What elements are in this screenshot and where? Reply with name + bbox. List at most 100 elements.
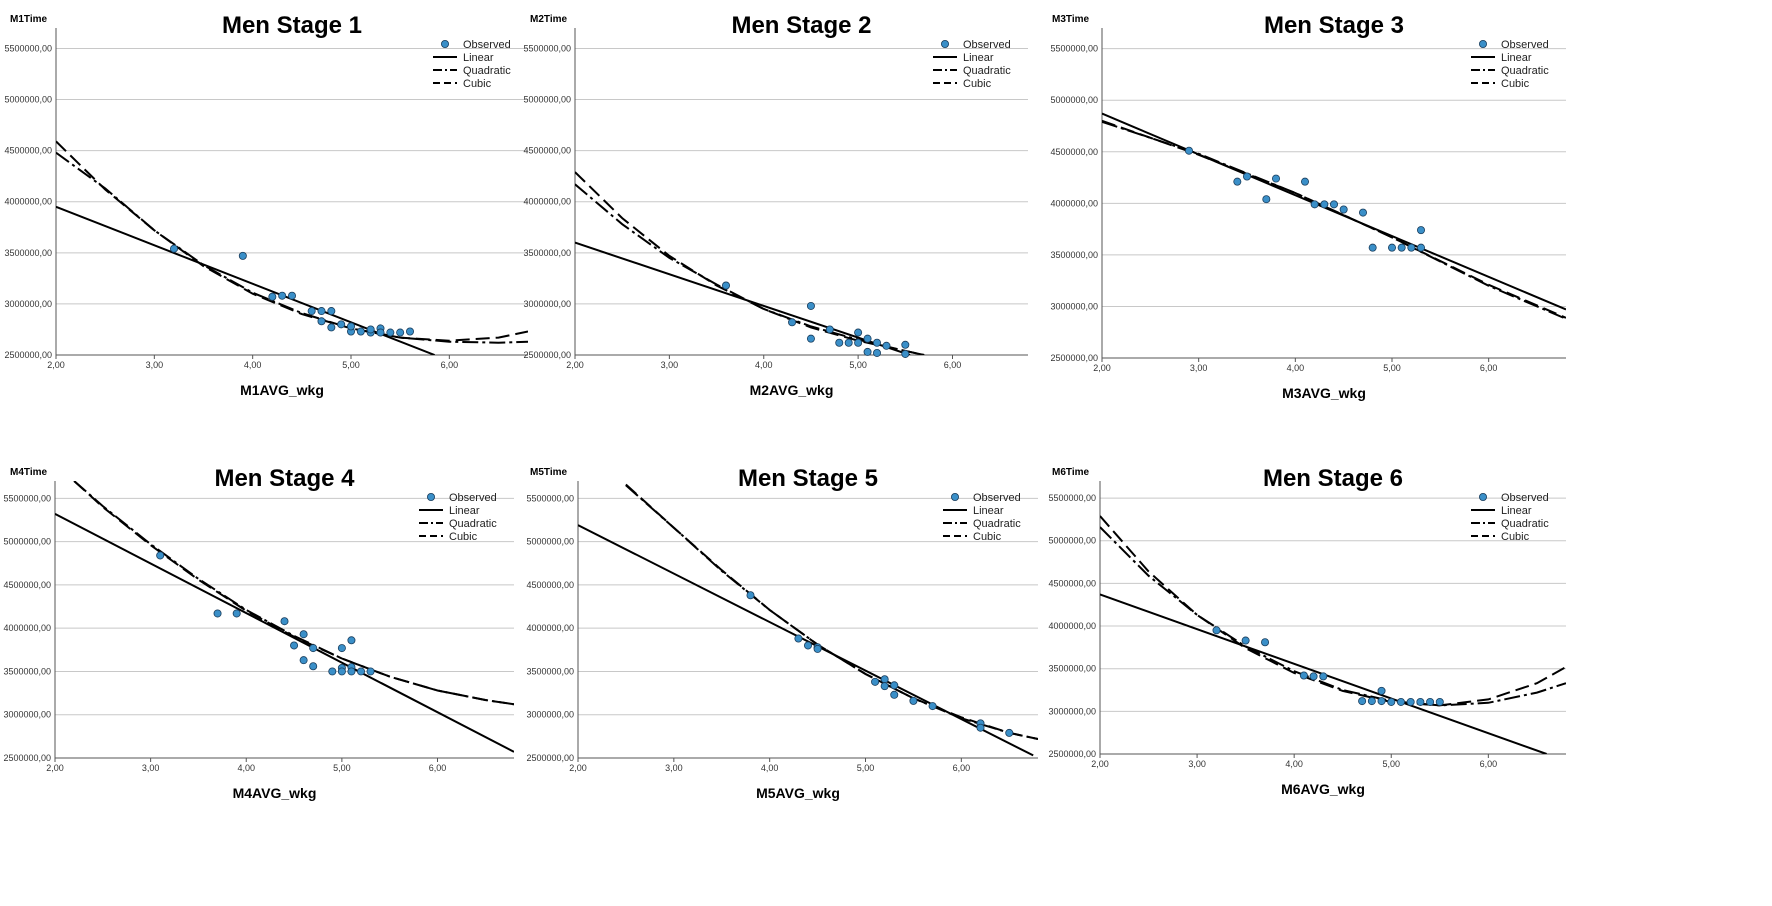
observed-point	[1416, 697, 1425, 706]
x-axis-label: M5AVG_wkg	[756, 785, 840, 801]
observed-point	[854, 328, 863, 337]
chart-panel-4: 2500000,00 3000000,00 3500000,00 4000000,00…	[0, 453, 520, 906]
observed-point	[238, 251, 247, 260]
observed-point	[1242, 172, 1251, 181]
legend-label: Cubic	[1501, 531, 1530, 543]
y-tick-label: 3000000,00	[1048, 706, 1096, 716]
y-axis-label: M6Time	[1052, 467, 1089, 478]
observed-point	[386, 328, 395, 337]
chart-panel-2: 2500000,00 3000000,00 3500000,00 4000000,00…	[520, 0, 1040, 453]
observed-point	[278, 291, 287, 300]
observed-point	[813, 644, 822, 653]
x-tick-label: 3,00	[142, 763, 160, 773]
y-tick-label: 2500000,00	[3, 753, 51, 763]
chart-title: Men Stage 5	[738, 465, 878, 492]
observed-point	[1367, 697, 1376, 706]
observed-point	[806, 334, 815, 343]
observed-point	[794, 634, 803, 643]
chart-svg: 2500000,00 3000000,00 3500000,00 4000000,00…	[4, 12, 528, 398]
x-tick-label: 2,00	[569, 763, 587, 773]
chart-svg: 2500000,00 3000000,00 3500000,00 4000000,00…	[1050, 12, 1566, 401]
observed-point	[1329, 200, 1338, 209]
observed-point	[854, 338, 863, 347]
x-tick-label: 5,00	[1383, 363, 1401, 373]
x-tick-label: 6,00	[1480, 759, 1498, 769]
x-tick-label: 6,00	[1480, 363, 1498, 373]
x-tick-label: 6,00	[944, 360, 962, 370]
y-tick-label: 4000000,00	[4, 197, 52, 207]
chart-title: Men Stage 3	[1264, 12, 1404, 39]
chart-title: Men Stage 2	[731, 12, 871, 39]
cubic-fit-line	[56, 140, 528, 342]
x-tick-label: 4,00	[1287, 363, 1305, 373]
observed-point	[309, 644, 318, 653]
chart-svg: 2500000,00 3000000,00 3500000,00 4000000,00…	[1048, 465, 1566, 797]
y-tick-label: 4000000,00	[523, 197, 571, 207]
chart-panel-5: 2500000,00 3000000,00 3500000,00 4000000,00…	[520, 453, 1042, 906]
observed-point	[871, 677, 880, 686]
observed-point	[346, 322, 355, 331]
y-tick-label: 3000000,00	[523, 299, 571, 309]
legend-marker-observed	[440, 40, 449, 49]
y-axis-label: M5Time	[530, 467, 567, 478]
y-tick-label: 5000000,00	[3, 537, 51, 547]
legend-marker-observed	[1478, 493, 1487, 502]
observed-point	[1377, 697, 1386, 706]
x-tick-label: 3,00	[146, 360, 164, 370]
observed-point	[337, 644, 346, 653]
linear-fit-line	[55, 513, 514, 753]
legend-label: Observed	[463, 39, 511, 51]
observed-point	[880, 682, 889, 691]
y-tick-label: 5000000,00	[526, 537, 574, 547]
observed-point	[901, 340, 910, 349]
x-tick-label: 2,00	[1093, 363, 1111, 373]
x-tick-label: 5,00	[333, 763, 351, 773]
x-tick-label: 4,00	[761, 763, 779, 773]
legend-label: Cubic	[963, 78, 992, 90]
observed-point	[337, 320, 346, 329]
chart-title: Men Stage 6	[1263, 465, 1403, 492]
observed-point	[337, 667, 346, 676]
legend-label: Cubic	[973, 531, 1002, 543]
chart-svg: 2500000,00 3000000,00 3500000,00 4000000,00…	[523, 12, 1028, 398]
observed-point	[1005, 728, 1014, 737]
x-tick-label: 2,00	[1091, 759, 1109, 769]
observed-point	[882, 341, 891, 350]
x-tick-label: 3,00	[1190, 363, 1208, 373]
observed-point	[880, 675, 889, 684]
observed-point	[1212, 626, 1221, 635]
legend-label: Quadratic	[1501, 65, 1549, 77]
y-tick-label: 5000000,00	[1048, 536, 1096, 546]
x-tick-label: 6,00	[429, 763, 447, 773]
legend-label: Quadratic	[463, 65, 511, 77]
observed-point	[396, 328, 405, 337]
x-axis-label: M4AVG_wkg	[233, 785, 317, 801]
y-tick-label: 4000000,00	[1048, 621, 1096, 631]
x-tick-label: 2,00	[566, 360, 584, 370]
y-tick-label: 3000000,00	[4, 299, 52, 309]
legend-label: Linear	[1501, 505, 1532, 517]
observed-point	[1271, 174, 1280, 183]
y-tick-label: 3500000,00	[3, 666, 51, 676]
chart-title: Men Stage 1	[222, 12, 362, 39]
cubic-fit-line	[1102, 119, 1566, 319]
observed-point	[788, 318, 797, 327]
observed-point	[1309, 672, 1318, 681]
x-tick-label: 5,00	[1382, 759, 1400, 769]
observed-point	[347, 667, 356, 676]
y-tick-label: 5500000,00	[1048, 493, 1096, 503]
y-tick-label: 2500000,00	[1050, 353, 1098, 363]
legend-label: Linear	[963, 52, 994, 64]
y-tick-label: 3500000,00	[4, 248, 52, 258]
x-tick-label: 4,00	[237, 763, 255, 773]
y-tick-label: 5000000,00	[1050, 95, 1098, 105]
y-tick-label: 3000000,00	[1050, 301, 1098, 311]
y-tick-label: 4500000,00	[1050, 147, 1098, 157]
observed-point	[1416, 226, 1425, 235]
x-tick-label: 4,00	[755, 360, 773, 370]
x-axis-label: M3AVG_wkg	[1282, 385, 1366, 401]
observed-point	[376, 328, 385, 337]
y-tick-label: 5500000,00	[523, 43, 571, 53]
legend-label: Linear	[449, 505, 480, 517]
y-tick-label: 4000000,00	[526, 623, 574, 633]
